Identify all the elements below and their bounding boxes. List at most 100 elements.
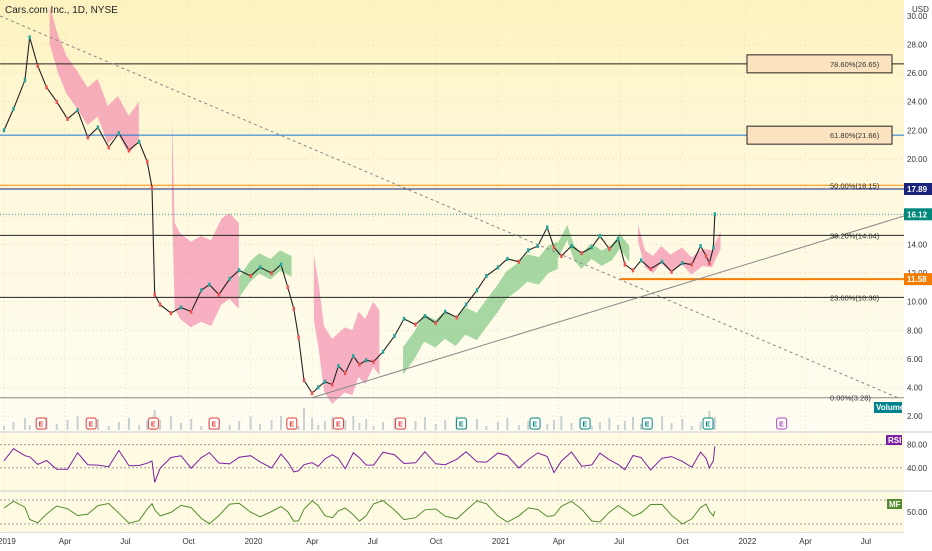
earnings-marker-label: E (583, 422, 588, 429)
x-tick-label: 2022 (738, 537, 756, 546)
volume-bar (527, 421, 530, 430)
earnings-marker (641, 417, 653, 430)
candle (249, 274, 252, 278)
candle (598, 234, 602, 238)
candle (704, 254, 708, 258)
rsi-tick-label: 80.00 (907, 441, 928, 450)
y-tick-label: 26.00 (907, 69, 928, 78)
volume-bar (570, 423, 573, 430)
volume-bar (485, 426, 488, 430)
time-axis[interactable] (0, 532, 904, 551)
fib-box (746, 125, 893, 145)
volume-bar (713, 417, 716, 430)
volume-bar (617, 425, 620, 430)
candle (270, 271, 273, 276)
volume-bar (311, 418, 314, 430)
candle (536, 244, 539, 248)
candle (464, 302, 468, 307)
volume-bar (598, 422, 601, 430)
candle (258, 265, 262, 270)
chart-title: Cars.com Inc., 1D, NYSE (5, 5, 118, 16)
ichimoku-cloud-bull (557, 224, 630, 269)
candle (708, 261, 711, 266)
x-tick-label: Apr (306, 537, 319, 546)
candle (76, 108, 79, 113)
volume-bar (681, 419, 684, 430)
earnings-marker-label: E (706, 422, 711, 429)
volume-bar (517, 425, 520, 430)
fib-level-label: 78.60%(26.65) (830, 60, 880, 69)
candle (331, 382, 334, 387)
x-tick-label: Oct (182, 537, 195, 546)
candle (323, 379, 327, 384)
volume-bar (117, 422, 120, 430)
volume-bar (23, 418, 26, 430)
volume-bar (623, 421, 626, 430)
candle (570, 244, 573, 248)
volume-bar (280, 416, 283, 430)
fib-box (746, 54, 893, 74)
volume-bar (107, 426, 110, 430)
candle (208, 282, 211, 287)
candle (2, 128, 6, 133)
y-tick-label: 30.00 (907, 12, 928, 21)
candle (36, 64, 39, 68)
candle (217, 292, 221, 297)
fib-level-label: 38.20%(14.64) (830, 231, 880, 240)
candle (12, 106, 15, 111)
candle (552, 245, 556, 250)
earnings-marker-label: E (459, 422, 464, 429)
volume-bar (444, 420, 447, 430)
earnings-marker-label: E (39, 422, 44, 429)
candle (200, 288, 203, 293)
volume-bar (200, 426, 203, 430)
y-tick-label: 22.00 (907, 126, 928, 135)
candle (23, 78, 27, 83)
volume-bar (190, 419, 193, 430)
volume-bar (496, 422, 499, 430)
mf-pane[interactable] (0, 492, 904, 532)
candle (228, 276, 231, 281)
candle (66, 116, 69, 121)
volume-bar (297, 426, 300, 430)
candle (608, 246, 611, 251)
volume-bar (699, 422, 702, 430)
candle (713, 212, 716, 217)
volume-label-box (874, 402, 902, 413)
candle (560, 254, 563, 258)
volume-bar (661, 416, 664, 430)
y-tick-label: 8.00 (907, 326, 923, 335)
candle (475, 288, 479, 293)
volume-bar (475, 419, 478, 430)
rsi-line (3, 446, 716, 483)
candle (580, 251, 583, 256)
candle (117, 131, 121, 136)
volume-bar (127, 418, 130, 430)
candle (712, 245, 715, 250)
volume-bar (393, 418, 396, 430)
candle (443, 309, 447, 314)
candle (402, 316, 406, 321)
ichimoku-cloud-bull (403, 241, 558, 375)
candle (107, 145, 110, 150)
x-tick-label: 2019 (0, 537, 16, 546)
volume-bar (249, 417, 252, 430)
volume-bar (358, 423, 361, 430)
currency-label: USD (912, 5, 929, 14)
descending-trendline (0, 15, 898, 398)
candle (86, 135, 89, 140)
volume-bar (55, 424, 58, 430)
candle (670, 269, 673, 274)
candle (393, 334, 396, 338)
candle (616, 236, 620, 241)
earnings-marker-label: E (89, 422, 94, 429)
x-tick-label: Apr (553, 537, 566, 546)
candle (496, 265, 500, 270)
rsi-label: RSI (888, 436, 901, 445)
candle (45, 85, 48, 90)
volume-bar (159, 420, 162, 430)
candle (485, 274, 488, 278)
y-tick-label: 10.00 (907, 298, 928, 307)
volume-bar (169, 416, 172, 430)
rsi-tick-label: 40.00 (907, 464, 928, 473)
